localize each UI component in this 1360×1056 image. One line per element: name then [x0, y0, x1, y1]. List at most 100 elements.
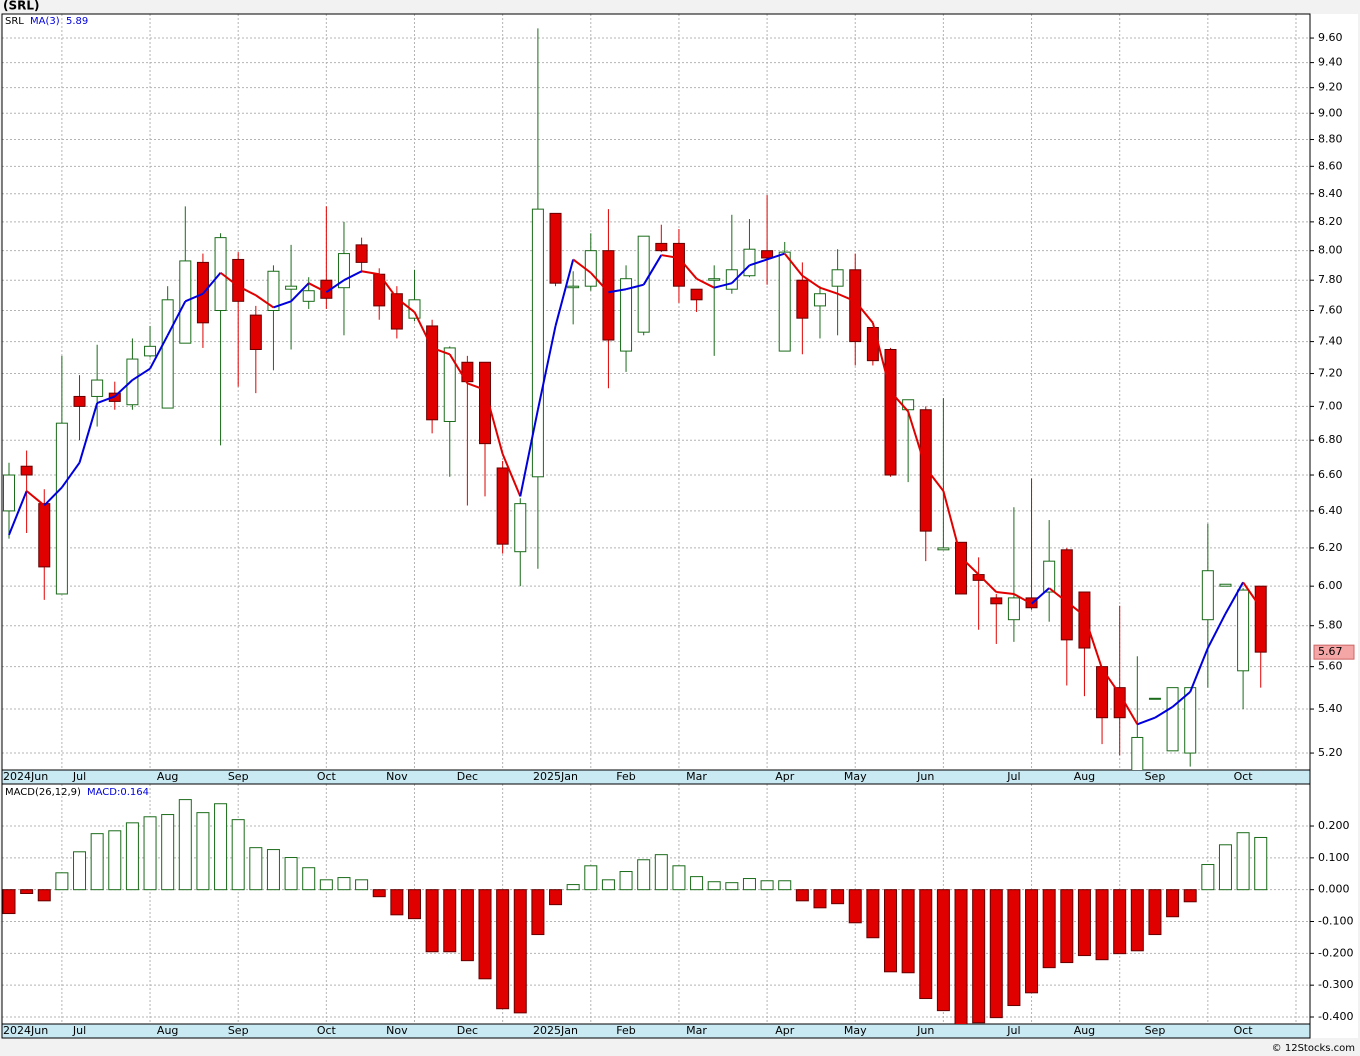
macd-bar: [73, 851, 87, 891]
candle-body: [584, 250, 597, 287]
ma-segment: [713, 282, 733, 289]
y-tick-label: 6.40: [1318, 504, 1343, 517]
macd-bar: [319, 879, 333, 891]
macd-bar: [654, 854, 668, 891]
candle-body: [531, 208, 544, 478]
y-tick-label: 0.000: [1318, 883, 1350, 896]
x-tick-label: Apr: [775, 1024, 795, 1037]
macd-bar: [1042, 889, 1056, 969]
x-tick-label: 2024Jun: [3, 770, 48, 783]
candle-body: [1184, 687, 1197, 754]
macd-bar: [443, 889, 457, 953]
macd-label: MACD:0.164: [87, 787, 149, 798]
y-tick-label: 0.100: [1318, 851, 1350, 864]
candle-body: [937, 547, 950, 551]
macd-bar: [372, 889, 386, 898]
y-tick-label: 6.60: [1318, 468, 1343, 481]
ma-segment: [8, 490, 28, 536]
candle-body: [955, 541, 968, 595]
x-tick-label: Sep: [228, 1024, 249, 1037]
ma-segment: [484, 389, 504, 455]
ma-segment: [572, 258, 592, 274]
ma-segment: [1242, 581, 1262, 609]
macd-bar: [143, 816, 157, 891]
y-tick-label: 6.80: [1318, 433, 1343, 446]
macd-bar: [1166, 889, 1180, 918]
ma-segment: [78, 402, 99, 463]
candle-body: [1254, 585, 1267, 653]
candle-body: [655, 242, 668, 252]
ma-segment: [131, 367, 151, 381]
ma-segment: [448, 353, 469, 384]
ma-segment: [1224, 581, 1244, 615]
macd-bar: [1218, 844, 1232, 891]
macd-bar: [1148, 889, 1162, 936]
macd-bar: [954, 889, 968, 1024]
candle-body: [690, 288, 703, 301]
candle-body: [285, 285, 298, 290]
macd-bar: [178, 799, 192, 891]
candle-body: [1113, 687, 1126, 719]
candle-body: [355, 244, 368, 263]
x-tick-label: Feb: [616, 770, 635, 783]
ma-segment: [467, 382, 486, 391]
candle-body: [1043, 560, 1056, 593]
x-tick-label: Jun: [916, 770, 934, 783]
frame: [1, 13, 1311, 1039]
ma-segment: [977, 573, 997, 593]
ma-segment: [325, 279, 345, 294]
x-tick-label: Mar: [686, 1024, 707, 1037]
x-tick-label: Aug: [157, 770, 178, 783]
candle-body: [1201, 570, 1214, 621]
candle-body: [866, 326, 879, 362]
macd-bar: [90, 833, 104, 891]
y-tick-label: 5.80: [1318, 619, 1343, 632]
macd-bar: [866, 889, 880, 939]
ma-segment: [396, 297, 416, 313]
ma-segment: [837, 292, 856, 303]
candle-body: [302, 290, 315, 302]
axis-strip: [1, 769, 1311, 785]
candle-body: [426, 325, 439, 421]
ma-segment: [1048, 587, 1068, 603]
ma-segment: [1101, 668, 1121, 695]
x-tick-label: Jun: [916, 1024, 934, 1037]
ma-segment: [731, 264, 751, 284]
candle-body: [708, 278, 721, 281]
macd-bar: [549, 889, 563, 906]
ma-segment: [819, 286, 838, 295]
x-tick-label: Jul: [1006, 1024, 1020, 1037]
x-tick-label: Oct: [1234, 1024, 1254, 1037]
candle-body: [813, 293, 826, 307]
macd-bar: [1095, 889, 1109, 961]
ma-segment: [661, 254, 680, 259]
macd-bar: [108, 830, 122, 891]
macd-bar: [831, 889, 845, 905]
candle-body: [884, 348, 897, 476]
macd-bar: [1130, 889, 1144, 952]
x-tick-label: May: [844, 770, 867, 783]
legend-symbol: SRL: [5, 16, 24, 27]
y-tick-label: -0.100: [1318, 915, 1353, 928]
y-tick-label: 8.20: [1318, 215, 1343, 228]
ma-segment: [996, 591, 1015, 595]
x-tick-label: Mar: [686, 770, 707, 783]
ma-segment: [1206, 613, 1227, 649]
macd-bar: [795, 889, 809, 902]
macd-bar: [302, 867, 316, 891]
macd-bar: [513, 889, 527, 1014]
y-tick-label: 7.80: [1318, 273, 1343, 286]
candle-body: [3, 474, 15, 512]
candle-body: [496, 467, 509, 545]
macd-bar: [672, 865, 686, 891]
ma-segment: [519, 409, 539, 497]
macd-bar: [390, 889, 404, 916]
y-tick-label: -0.200: [1318, 946, 1353, 959]
candle-body: [55, 422, 68, 595]
macd-bar: [1236, 832, 1250, 891]
ma-segment: [783, 252, 804, 277]
last-price-box: [1313, 644, 1355, 660]
macd-bar: [707, 881, 721, 891]
x-tick-label: Aug: [1074, 1024, 1095, 1037]
ma-segment: [343, 270, 363, 282]
